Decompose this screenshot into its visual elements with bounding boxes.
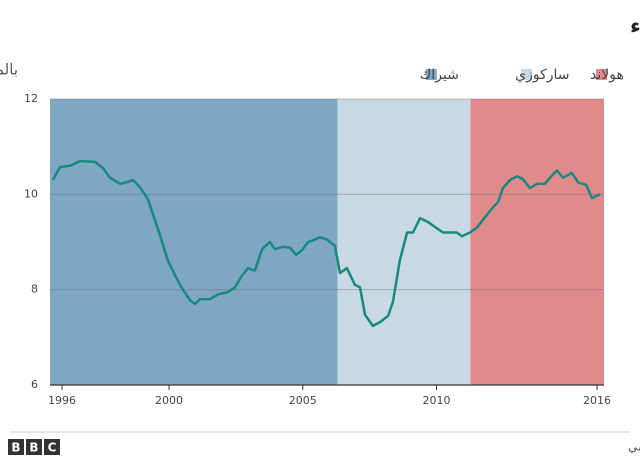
- x-tick-label: 2005: [289, 394, 317, 407]
- legend-label: ساركوزي: [515, 67, 569, 83]
- legend-swatch: [596, 69, 607, 80]
- y-axis-label: بالمئة: [0, 61, 18, 79]
- legend-swatch: [425, 69, 437, 80]
- y-tick-label: 6: [31, 378, 38, 391]
- brand-block: [8, 439, 24, 455]
- legend-label: هولاند: [590, 67, 624, 83]
- brand-block: [26, 439, 42, 455]
- legend-swatch: [521, 69, 533, 80]
- x-tick-label: 2000: [155, 394, 183, 407]
- y-tick-label: 10: [24, 187, 38, 200]
- y-tick-label: 12: [24, 92, 38, 105]
- brand-letter: C: [48, 441, 57, 455]
- x-tick-label: 2016: [583, 394, 611, 407]
- president-span: [470, 99, 604, 385]
- legend-label: شيراك: [420, 67, 459, 83]
- brand-letter: B: [29, 441, 38, 455]
- x-tick-label: 2010: [423, 394, 451, 407]
- brand-block: [44, 439, 60, 455]
- brand-letter: B: [11, 441, 20, 455]
- x-tick-label: 1996: [48, 394, 76, 407]
- data-line: [51, 159, 601, 328]
- y-tick-label: 8: [31, 283, 38, 296]
- president-span: [50, 99, 338, 385]
- chart-title: مستويات البطالة في عهود آخر 3 رؤساء: [630, 13, 640, 38]
- source: المصدر: إنسي: [628, 440, 640, 455]
